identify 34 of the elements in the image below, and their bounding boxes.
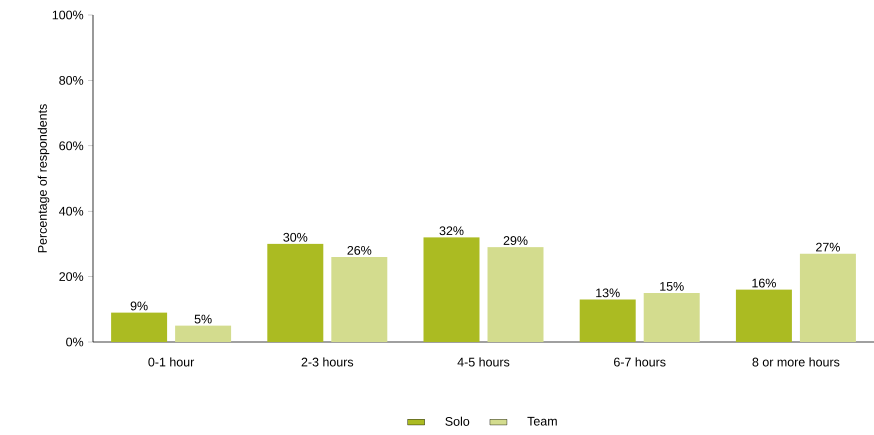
y-tick-label: 60% (59, 141, 84, 150)
data-label: 32% (440, 226, 464, 236)
x-tick-label: 4-5 hours (457, 357, 510, 366)
bar (580, 299, 636, 342)
bar (267, 244, 324, 342)
data-label: 9% (130, 302, 148, 310)
data-label: 5% (194, 314, 212, 324)
bar (175, 326, 232, 342)
bar (800, 254, 856, 342)
data-label: 15% (660, 282, 684, 291)
legend-label: Team (527, 416, 557, 426)
bar (488, 247, 544, 342)
y-tick-label: 80% (59, 76, 84, 85)
bar (736, 290, 792, 342)
data-label: 29% (504, 236, 528, 245)
legend-label: Solo (445, 416, 470, 426)
data-label: 16% (752, 278, 776, 288)
bar (644, 292, 700, 342)
y-tick-label: 20% (59, 272, 84, 282)
x-tick-label: 8 or more hours (752, 357, 840, 366)
data-label: 26% (347, 246, 372, 255)
x-tick-label: 6-7 hours (614, 357, 666, 366)
y-tick-label: 40% (59, 206, 84, 216)
x-tick-label: 2-3 hours (302, 357, 354, 366)
y-axis-title: Percentage of respondents (38, 104, 50, 252)
y-tick-label: 100% (52, 10, 84, 20)
bar (111, 312, 168, 342)
data-label: 30% (283, 232, 308, 242)
data-label: 27% (816, 242, 840, 252)
bar (331, 256, 388, 342)
y-tick-label: 0% (66, 338, 84, 346)
data-label: 13% (596, 288, 620, 298)
bar (424, 237, 480, 342)
x-tick-label: 0-1 hour (148, 357, 194, 366)
